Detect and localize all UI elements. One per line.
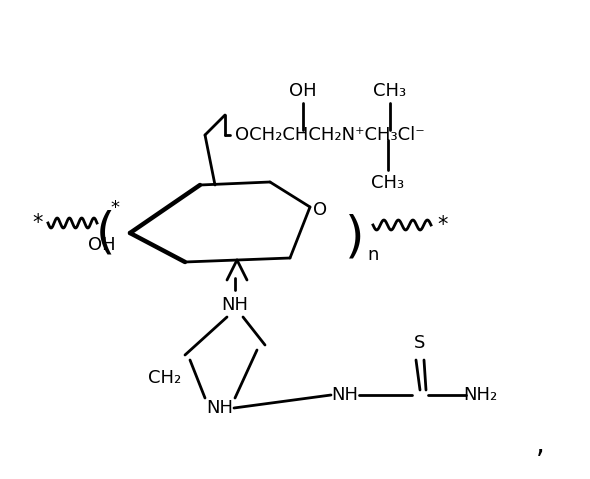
- Text: *: *: [110, 199, 120, 217]
- Text: (: (: [96, 209, 114, 257]
- Text: NH₂: NH₂: [463, 386, 497, 404]
- Text: NH: NH: [221, 296, 248, 314]
- Text: *: *: [438, 215, 448, 235]
- Text: CH₃: CH₃: [372, 174, 405, 192]
- Text: n: n: [368, 246, 379, 264]
- Text: NH: NH: [206, 399, 234, 417]
- Text: OCH₂CHCH₂N⁺CH₃Cl⁻: OCH₂CHCH₂N⁺CH₃Cl⁻: [235, 126, 425, 144]
- Text: ): ): [345, 214, 365, 262]
- Text: CH₂: CH₂: [148, 369, 182, 387]
- Text: OH: OH: [289, 82, 317, 100]
- Text: *: *: [33, 213, 43, 233]
- Text: NH: NH: [332, 386, 359, 404]
- Text: O: O: [313, 201, 327, 219]
- Text: S: S: [414, 334, 426, 352]
- Text: CH₃: CH₃: [373, 82, 407, 100]
- Text: ,: ,: [536, 431, 545, 459]
- Text: OH: OH: [88, 236, 116, 254]
